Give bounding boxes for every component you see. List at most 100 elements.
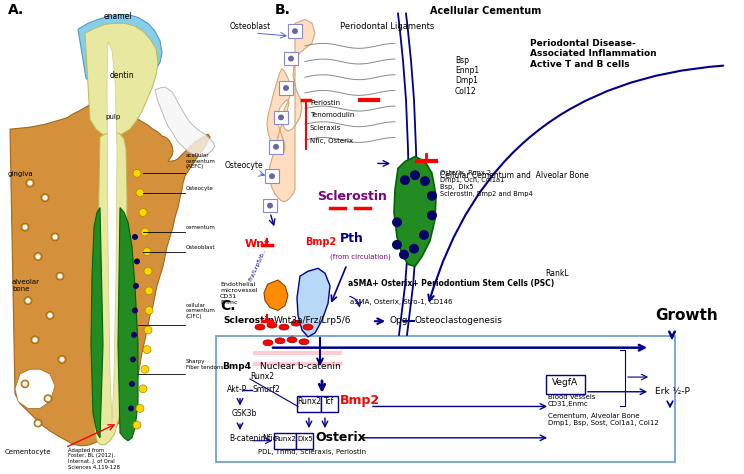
Text: Frz/Lrp5/6..: Frz/Lrp5/6.. <box>248 248 267 282</box>
FancyBboxPatch shape <box>288 24 302 38</box>
FancyArrowPatch shape <box>429 65 723 301</box>
Ellipse shape <box>267 322 277 328</box>
Circle shape <box>410 170 420 180</box>
Text: Periodontal Disease-
Associated Inflammation
Active T and B cells: Periodontal Disease- Associated Inflamma… <box>530 39 657 69</box>
Circle shape <box>292 28 298 34</box>
Circle shape <box>26 179 34 187</box>
Circle shape <box>28 181 33 185</box>
Text: Nuclear b-catenin: Nuclear b-catenin <box>260 362 341 371</box>
Circle shape <box>143 248 151 255</box>
Text: Osteoclastogenesis: Osteoclastogenesis <box>415 316 503 325</box>
Circle shape <box>134 258 140 264</box>
Text: Blood Vessels
CD31,Enmc: Blood Vessels CD31,Enmc <box>548 394 595 408</box>
Text: Smurf2: Smurf2 <box>253 385 280 394</box>
FancyBboxPatch shape <box>284 52 298 65</box>
Ellipse shape <box>255 324 265 330</box>
Text: Sharpy
Fiber tendons: Sharpy Fiber tendons <box>186 359 223 370</box>
Circle shape <box>36 420 40 426</box>
Text: Adapted from
Foster, BL (2012).
Internat. J. of Oral
Sciences 4,119-128: Adapted from Foster, BL (2012). Internat… <box>68 447 120 470</box>
Circle shape <box>129 381 135 387</box>
Circle shape <box>44 395 52 402</box>
Text: Erk ½-P: Erk ½-P <box>655 387 690 396</box>
Text: cellular
cementum
(CIFC): cellular cementum (CIFC) <box>186 303 216 319</box>
Circle shape <box>45 396 51 401</box>
Text: acellular
cementum
(AEFC): acellular cementum (AEFC) <box>186 153 216 169</box>
Text: Runx2: Runx2 <box>250 372 274 381</box>
Circle shape <box>141 228 149 236</box>
Text: C.: C. <box>220 300 236 313</box>
Polygon shape <box>78 15 162 92</box>
Circle shape <box>48 313 53 318</box>
Polygon shape <box>95 132 127 445</box>
Text: B.: B. <box>275 2 291 17</box>
Circle shape <box>400 175 410 185</box>
Text: Wnt3a/Frz/Lrp5/6: Wnt3a/Frz/Lrp5/6 <box>274 316 351 325</box>
Ellipse shape <box>291 320 301 326</box>
Text: Osteocyte: Osteocyte <box>225 161 263 170</box>
FancyBboxPatch shape <box>297 396 321 412</box>
Polygon shape <box>10 102 210 446</box>
Circle shape <box>278 114 284 120</box>
Text: GSK3b: GSK3b <box>232 409 257 418</box>
Text: RankL: RankL <box>545 269 568 278</box>
Circle shape <box>136 404 144 412</box>
Text: Growth: Growth <box>655 308 718 323</box>
Circle shape <box>145 287 153 295</box>
Circle shape <box>267 203 273 209</box>
Circle shape <box>409 244 419 254</box>
Circle shape <box>136 189 144 197</box>
Circle shape <box>139 209 147 216</box>
Circle shape <box>56 272 64 280</box>
FancyBboxPatch shape <box>546 375 585 394</box>
FancyBboxPatch shape <box>296 433 313 448</box>
Text: Bmp4: Bmp4 <box>222 362 251 371</box>
Text: enamel: enamel <box>103 12 132 21</box>
Circle shape <box>419 230 429 240</box>
Ellipse shape <box>303 324 313 330</box>
Text: Osterix: Osterix <box>315 431 366 444</box>
FancyBboxPatch shape <box>274 433 296 448</box>
Text: Wnt: Wnt <box>245 239 270 249</box>
Circle shape <box>392 240 402 250</box>
Circle shape <box>144 326 152 334</box>
Polygon shape <box>264 280 288 310</box>
Circle shape <box>53 235 57 239</box>
FancyArrowPatch shape <box>350 296 361 307</box>
Circle shape <box>57 273 62 279</box>
Circle shape <box>427 210 437 220</box>
Ellipse shape <box>263 340 273 346</box>
Ellipse shape <box>299 339 309 345</box>
Text: Cementocyte: Cementocyte <box>5 449 51 456</box>
Polygon shape <box>394 156 436 266</box>
FancyBboxPatch shape <box>274 110 288 124</box>
Text: Sclerostin: Sclerostin <box>223 316 274 325</box>
Circle shape <box>21 223 29 231</box>
Circle shape <box>131 332 137 338</box>
Polygon shape <box>15 369 55 409</box>
Text: aSMA, Osterix, Stro-1, CD146: aSMA, Osterix, Stro-1, CD146 <box>350 299 452 305</box>
Text: Scleraxis: Scleraxis <box>310 125 341 131</box>
Text: Bmp2: Bmp2 <box>340 393 380 407</box>
Circle shape <box>392 218 402 227</box>
Text: Akt-P: Akt-P <box>227 385 247 394</box>
Circle shape <box>22 225 28 229</box>
Circle shape <box>41 194 49 201</box>
Text: Dlx5: Dlx5 <box>297 436 313 442</box>
Ellipse shape <box>287 337 297 343</box>
Circle shape <box>34 253 42 260</box>
Text: cementum: cementum <box>186 225 216 230</box>
Circle shape <box>60 357 65 362</box>
Polygon shape <box>118 208 138 441</box>
Circle shape <box>33 337 37 342</box>
Circle shape <box>420 176 430 186</box>
Circle shape <box>139 385 147 393</box>
Polygon shape <box>267 19 315 201</box>
Circle shape <box>145 307 153 314</box>
Text: Cellular Cementum and  Alveolar Bone: Cellular Cementum and Alveolar Bone <box>440 171 589 180</box>
Circle shape <box>269 173 275 179</box>
Circle shape <box>133 169 141 177</box>
Circle shape <box>42 195 48 200</box>
Circle shape <box>427 191 437 201</box>
Text: Runx2: Runx2 <box>297 398 321 407</box>
Circle shape <box>288 55 294 62</box>
